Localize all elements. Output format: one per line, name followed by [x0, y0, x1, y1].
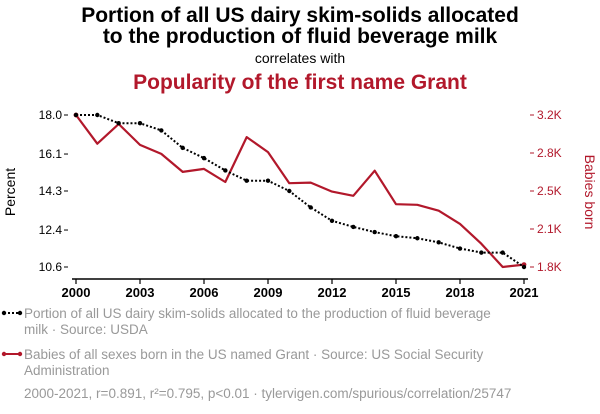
legend-grant-text-1: Babies of all sexes born in the US named…	[24, 347, 483, 362]
series-line-grant	[75, 114, 525, 269]
y-left-tick-label: 14.3	[39, 184, 63, 198]
x-tick-label: 2009	[254, 285, 283, 300]
legend-item-milk: Portion of all US dairy skim-solids allo…	[1, 306, 491, 337]
y-right-tick-label: 2.5K	[537, 184, 562, 198]
x-tick-label: 2012	[318, 285, 347, 300]
data-point	[521, 264, 527, 270]
chart-title-line-1: Portion of all US dairy skim-solids allo…	[81, 4, 519, 27]
x-tick-label: 2000	[62, 285, 91, 300]
x-tick-label: 2021	[510, 285, 539, 300]
data-point	[436, 240, 441, 245]
legend-grant-text-2: Administration	[24, 363, 110, 378]
footer-stats: 2000-2021, r=0.891, r²=0.795, p<0.01 · t…	[24, 386, 511, 401]
data-point	[244, 178, 249, 183]
series-milk	[73, 112, 527, 270]
y-left-tick-label: 16.1	[39, 147, 63, 161]
data-point	[201, 155, 207, 161]
x-tick-label: 2015	[382, 285, 411, 300]
series-line-milk	[76, 114, 525, 268]
data-point	[159, 128, 164, 133]
data-point	[308, 205, 313, 210]
x-tick-label: 2018	[446, 285, 475, 300]
data-point	[329, 218, 335, 223]
data-point	[73, 112, 79, 118]
y-right-tick-label: 1.8K	[537, 260, 562, 274]
data-point	[479, 250, 484, 255]
legend-milk-marker-left	[1, 310, 7, 316]
data-point	[287, 188, 292, 194]
legend-grant-marker-right	[17, 351, 23, 357]
data-point	[95, 112, 100, 118]
data-point	[500, 250, 505, 255]
data-point	[351, 224, 356, 230]
chart-second-title: Popularity of the first name Grant	[133, 71, 467, 94]
x-axis-ticks: 2000 2003 2006 2009 2012 2015 2018 2021	[62, 279, 539, 300]
data-point	[265, 178, 271, 183]
legend-milk-text-2: milk · Source: USDA	[24, 322, 148, 337]
data-point	[457, 246, 463, 251]
y-axis-right-ticks: 1.8K 2.1K 2.5K 2.8K 3.2K	[530, 108, 562, 274]
legend-grant-marker-left	[1, 351, 7, 357]
y-left-tick-label: 12.4	[39, 223, 63, 237]
legend-milk-marker-right	[17, 310, 23, 316]
legend-milk-text-1: Portion of all US dairy skim-solids allo…	[24, 306, 491, 321]
legend-item-grant: Babies of all sexes born in the US named…	[1, 347, 483, 378]
series-grant	[73, 112, 527, 269]
y-right-tick-label: 2.8K	[537, 146, 562, 160]
data-point	[415, 236, 420, 241]
y-right-tick-label: 3.2K	[537, 108, 562, 122]
data-point	[372, 229, 377, 235]
y-right-tick-label: 2.1K	[537, 222, 562, 236]
data-point	[223, 168, 228, 173]
legend: Portion of all US dairy skim-solids allo…	[1, 306, 491, 378]
data-point	[180, 145, 185, 151]
data-point	[393, 233, 399, 239]
y-axis-left-ticks: 10.6 12.4 14.3 16.1 18.0	[39, 108, 68, 274]
y-axis-left-label: Percent	[2, 168, 18, 216]
data-point	[137, 121, 143, 126]
x-tick-label: 2003	[126, 285, 155, 300]
y-axis-right-label: Babies born	[582, 155, 598, 230]
y-left-tick-label: 18.0	[39, 108, 63, 122]
chart-title-line-2: to the production of fluid beverage milk	[103, 25, 498, 48]
data-point	[116, 121, 121, 126]
y-left-tick-label: 10.6	[39, 260, 63, 274]
series	[73, 112, 527, 270]
correlates-with-label: correlates with	[255, 50, 345, 66]
x-tick-label: 2006	[190, 285, 219, 300]
